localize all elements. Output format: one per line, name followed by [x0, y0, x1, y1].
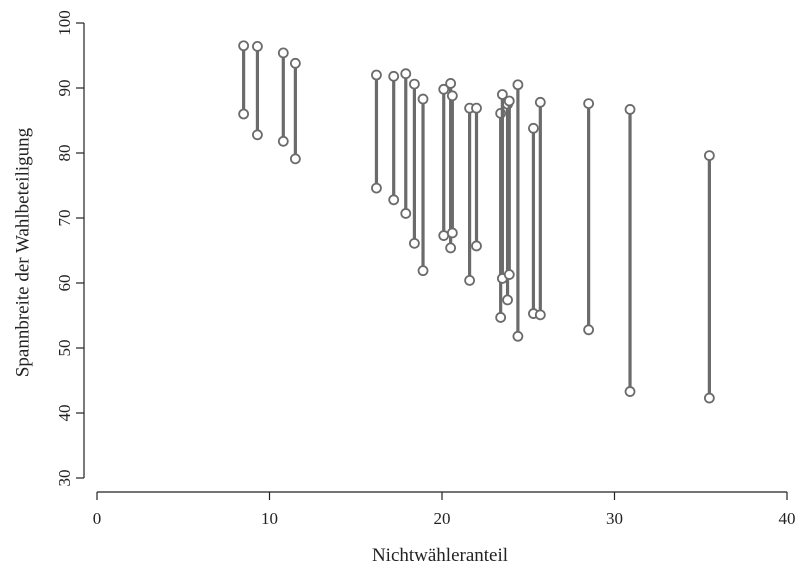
y-tick-label: 90: [55, 80, 74, 97]
range-high-marker: [496, 89, 508, 100]
range-low-marker: [408, 237, 420, 249]
range-high-marker: [446, 90, 458, 102]
x-tick-label: 30: [606, 509, 623, 528]
range-low-marker: [400, 208, 412, 219]
range-high-marker: [503, 95, 515, 107]
range-high-marker: [238, 40, 250, 52]
range-high-marker: [534, 96, 546, 108]
x-tick-label: 0: [93, 509, 102, 528]
range-low-marker: [445, 242, 457, 254]
range-low-marker: [471, 240, 482, 252]
x-tick-label: 20: [434, 509, 451, 528]
range-low-marker: [495, 312, 507, 323]
range-low-marker: [534, 309, 546, 321]
y-tick-label: 40: [55, 405, 74, 422]
y-axis-label: Spannbreite der Wahlbeteiligung: [12, 127, 33, 377]
range-low-marker: [703, 392, 715, 404]
range-high-marker: [583, 98, 595, 109]
y-tick-label: 50: [55, 340, 74, 357]
y-axis-ticks: 30 40 50 60 70 80 90 100: [55, 10, 84, 487]
y-tick-label: 70: [55, 210, 74, 227]
y-tick-label: 80: [55, 145, 74, 162]
y-tick-label: 100: [55, 10, 74, 36]
range-high-marker: [512, 79, 524, 91]
axes: 30 40 50 60 70 80 90 100 0 10 20 30 40: [55, 10, 796, 528]
range-high-marker: [445, 78, 457, 89]
range-low-marker: [371, 182, 382, 194]
range-high-marker: [528, 122, 539, 134]
range-low-marker: [583, 324, 595, 336]
range-high-marker: [289, 57, 301, 69]
y-tick-label: 30: [55, 470, 74, 487]
range-low-marker: [252, 129, 263, 141]
range-high-marker: [277, 47, 289, 59]
x-axis-ticks: 0 10 20 30 40: [93, 492, 796, 528]
range-low-marker: [388, 194, 400, 206]
range-high-marker: [388, 70, 400, 82]
range-high-marker: [252, 41, 263, 52]
range-low-marker: [446, 227, 458, 239]
x-tick-label: 40: [779, 509, 796, 528]
range-low-marker: [238, 108, 250, 120]
range-low-marker: [438, 230, 450, 241]
range-high-marker: [417, 93, 429, 105]
range-low-marker: [624, 386, 636, 397]
y-tick-label: 60: [55, 275, 74, 292]
range-low-marker: [502, 294, 513, 306]
x-axis-label: Nichtwähleranteil: [372, 545, 508, 566]
range-high-marker: [471, 102, 482, 114]
range-high-marker: [371, 69, 382, 81]
x-tick-label: 10: [261, 509, 278, 528]
range-low-marker: [289, 153, 301, 165]
range-high-marker: [408, 78, 420, 90]
range-high-marker: [624, 104, 636, 115]
range-low-marker: [277, 135, 289, 147]
range-low-marker: [503, 269, 515, 280]
range-series: [238, 40, 715, 404]
range-high-marker: [400, 68, 412, 80]
range-low-marker: [417, 265, 429, 277]
range-high-marker: [438, 83, 450, 95]
range-low-marker: [512, 330, 524, 342]
range-high-marker: [703, 150, 715, 162]
range-low-marker: [464, 274, 476, 286]
